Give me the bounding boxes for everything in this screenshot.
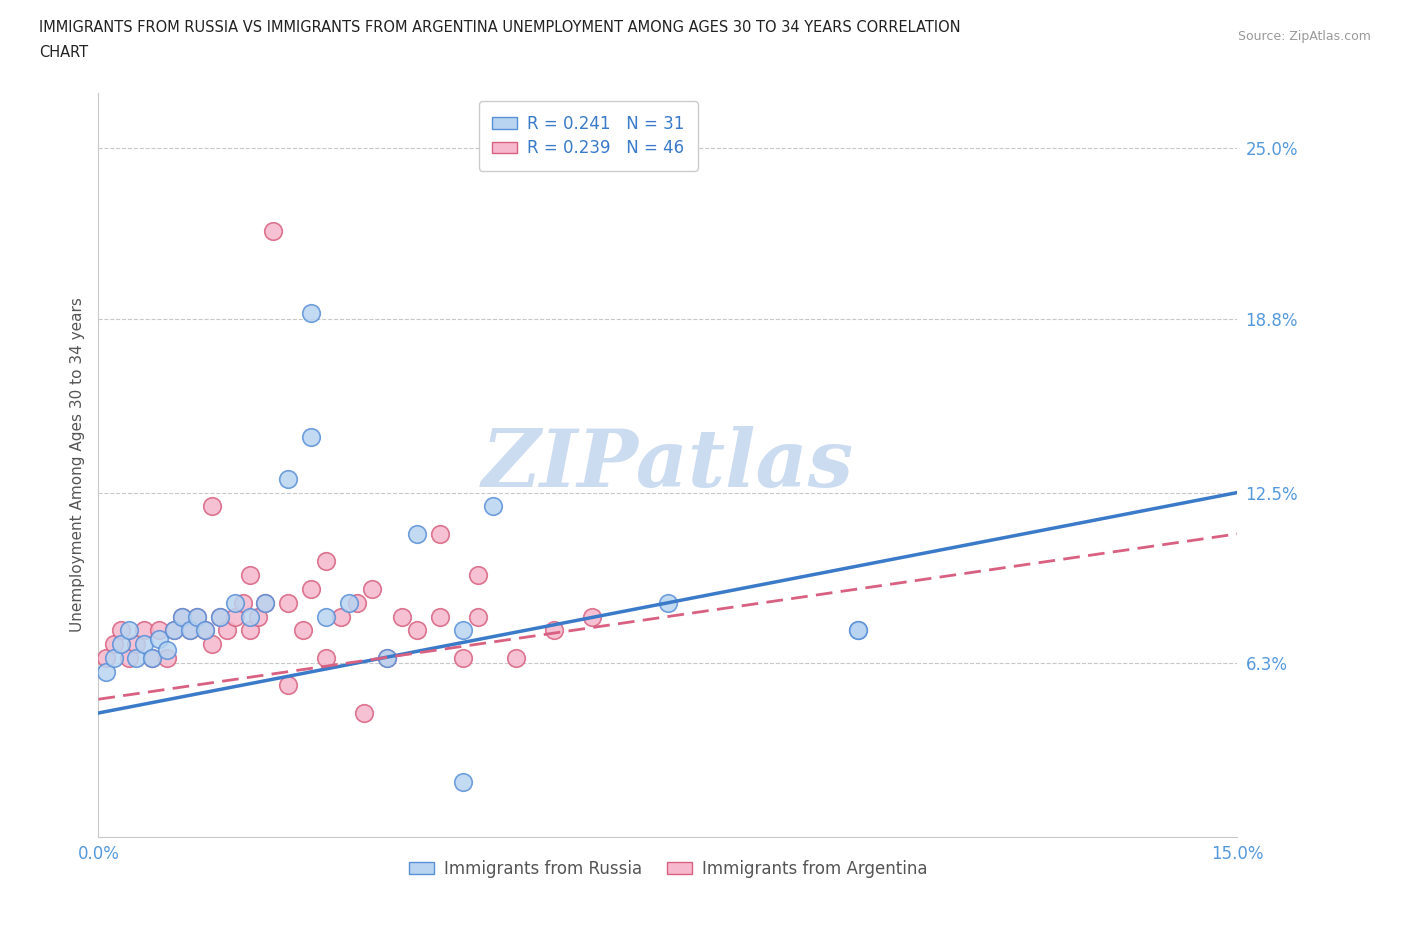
Point [186, 609, 208, 624]
Point [429, 609, 451, 624]
Point [110, 637, 132, 652]
Point [330, 609, 353, 624]
Point [125, 637, 148, 652]
Point [262, 223, 284, 238]
Point [254, 595, 277, 610]
Point [208, 609, 231, 624]
Point [125, 650, 148, 665]
Point [505, 650, 527, 665]
Point [148, 631, 170, 646]
Point [118, 650, 141, 665]
Point [201, 637, 224, 652]
Point [315, 554, 337, 569]
Text: CHART: CHART [39, 45, 89, 60]
Point [429, 526, 451, 541]
Point [224, 609, 246, 624]
Point [482, 498, 505, 513]
Point [141, 650, 163, 665]
Point [391, 609, 413, 624]
Point [346, 595, 368, 610]
Point [353, 706, 375, 721]
Point [239, 568, 262, 583]
Point [224, 595, 246, 610]
Point [132, 623, 155, 638]
Point [246, 609, 269, 624]
Point [148, 623, 170, 638]
Point [337, 595, 360, 610]
Text: IMMIGRANTS FROM RUSSIA VS IMMIGRANTS FROM ARGENTINA UNEMPLOYMENT AMONG AGES 30 T: IMMIGRANTS FROM RUSSIA VS IMMIGRANTS FRO… [39, 20, 960, 35]
Point [277, 678, 299, 693]
Point [170, 609, 193, 624]
Point [360, 581, 382, 596]
Text: ZIPatlas: ZIPatlas [482, 426, 853, 504]
Point [299, 306, 322, 321]
Point [277, 595, 299, 610]
Legend: Immigrants from Russia, Immigrants from Argentina: Immigrants from Russia, Immigrants from … [402, 853, 934, 884]
Point [179, 623, 201, 638]
Point [543, 623, 565, 638]
Point [179, 623, 201, 638]
Point [186, 609, 208, 624]
Point [217, 623, 239, 638]
Point [163, 623, 186, 638]
Point [657, 595, 679, 610]
Point [467, 609, 489, 624]
Point [103, 650, 125, 665]
Point [132, 637, 155, 652]
Y-axis label: Unemployment Among Ages 30 to 34 years: Unemployment Among Ages 30 to 34 years [69, 298, 84, 632]
Point [239, 609, 262, 624]
Point [581, 609, 603, 624]
Point [254, 595, 277, 610]
Point [315, 609, 337, 624]
Point [846, 623, 869, 638]
Point [194, 623, 217, 638]
Point [406, 623, 429, 638]
Point [94, 650, 117, 665]
Point [846, 623, 869, 638]
Point [232, 595, 254, 610]
Text: Source: ZipAtlas.com: Source: ZipAtlas.com [1237, 30, 1371, 43]
Point [375, 650, 398, 665]
Point [94, 664, 117, 679]
Point [141, 650, 163, 665]
Point [467, 568, 489, 583]
Point [406, 526, 429, 541]
Point [103, 637, 125, 652]
Point [375, 650, 398, 665]
Point [451, 623, 474, 638]
Point [156, 650, 179, 665]
Point [201, 498, 224, 513]
Point [451, 650, 474, 665]
Point [299, 430, 322, 445]
Point [451, 775, 474, 790]
Point [156, 643, 179, 658]
Point [194, 623, 217, 638]
Point [239, 623, 262, 638]
Point [299, 581, 322, 596]
Point [110, 623, 132, 638]
Point [315, 650, 337, 665]
Point [118, 623, 141, 638]
Point [277, 472, 299, 486]
Point [208, 609, 231, 624]
Point [170, 609, 193, 624]
Point [163, 623, 186, 638]
Point [292, 623, 315, 638]
